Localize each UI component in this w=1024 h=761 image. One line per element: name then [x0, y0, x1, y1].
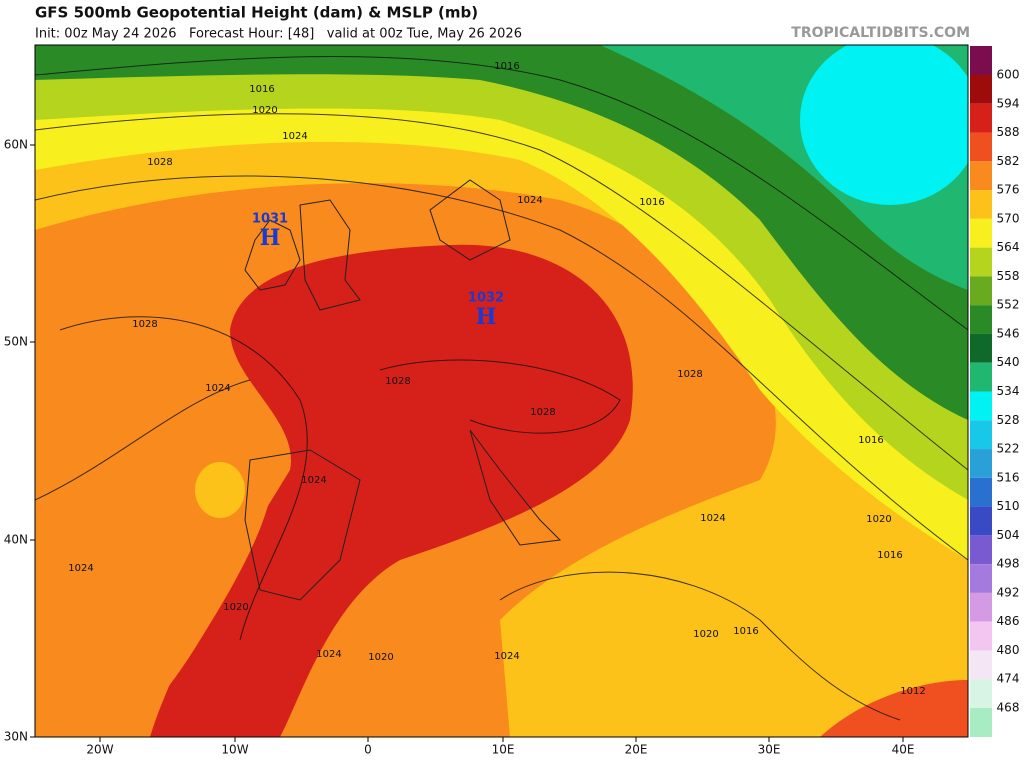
colorbar-swatch [970, 679, 992, 708]
lon-label: 20W [86, 743, 113, 757]
colorbar-label: 558 [997, 269, 1020, 283]
high-symbol: H [476, 304, 497, 330]
high-pressure: 1031 [252, 212, 288, 227]
colorbar-swatch [970, 333, 992, 363]
colorbar-label: 486 [997, 614, 1020, 628]
colorbar-swatch [970, 362, 992, 392]
colorbar-label: 528 [997, 413, 1020, 427]
contour-label: 1024 [68, 563, 93, 574]
colorbar-label: 492 [997, 585, 1020, 599]
lon-label: 10W [221, 743, 248, 757]
contour-label: 1020 [866, 514, 891, 525]
colorbar-swatch [970, 218, 992, 248]
credit: TROPICALTIDBITS.COM [791, 25, 970, 41]
contour-label: 1016 [733, 626, 758, 637]
lat-label: 60N [4, 138, 28, 152]
map-frame [34, 44, 969, 738]
colorbar-label: 498 [997, 557, 1020, 571]
colorbar-label: 504 [997, 528, 1020, 542]
contour-label: 1028 [677, 369, 702, 380]
colorbar-swatch [970, 506, 992, 536]
lat-label: 40N [4, 533, 28, 547]
colorbar-label: 516 [997, 470, 1020, 484]
colorbar-swatch [970, 391, 992, 421]
contour-label: 1012 [900, 686, 925, 697]
lon-label: 40E [892, 743, 915, 757]
colorbar-label: 564 [997, 240, 1020, 254]
contour-label: 1024 [301, 475, 326, 486]
contour-label: 1016 [639, 197, 664, 208]
contour-label: 1024 [316, 649, 341, 660]
contour-label: 1016 [858, 435, 883, 446]
contour-label: 1024 [282, 131, 307, 142]
colorbar-swatch [970, 132, 992, 162]
colorbar-label: 546 [997, 326, 1020, 340]
colorbar-swatch [970, 449, 992, 478]
contour-label: 1016 [494, 61, 519, 72]
lat-label: 30N [4, 730, 28, 744]
colorbar-swatch [970, 46, 992, 75]
colorbar-swatch [970, 103, 992, 133]
colorbar-swatch [970, 708, 992, 737]
colorbar-swatch [970, 75, 992, 104]
colorbar-swatch [970, 161, 992, 191]
colorbar-label: 582 [997, 154, 1020, 168]
colorbar-label: 576 [997, 183, 1020, 197]
colorbar-swatch [970, 650, 992, 680]
map-field [35, 45, 968, 737]
contour-label: 1024 [517, 195, 542, 206]
contour-label: 1020 [368, 652, 393, 663]
colorbar-swatch [970, 477, 992, 507]
contour-label: 1024 [494, 651, 519, 662]
colorbar-label: 540 [997, 355, 1020, 369]
contour-label: 1016 [877, 550, 902, 561]
contour-label: 1024 [700, 513, 725, 524]
colorbar-swatch [970, 535, 992, 565]
colorbar-swatch [970, 420, 992, 450]
colorbar-swatch [970, 564, 992, 593]
colorbar-label: 522 [997, 442, 1020, 456]
contour-label: 1028 [132, 319, 157, 330]
lon-label: 30E [758, 743, 781, 757]
contour-label: 1020 [252, 105, 277, 116]
colorbar-swatch [970, 190, 992, 219]
colorbar-label: 534 [997, 384, 1020, 398]
colorbar-label: 552 [997, 298, 1020, 312]
subtitle: Init: 00z May 24 2026 Forecast Hour: [48… [35, 27, 522, 42]
colorbar-swatch [970, 247, 992, 277]
colorbar-label: 468 [997, 701, 1020, 715]
title: GFS 500mb Geopotential Height (dam) & MS… [35, 4, 478, 22]
contour-label: 1028 [147, 157, 172, 168]
contour-label: 1020 [223, 602, 248, 613]
colorbar-swatch [970, 592, 992, 622]
contour-label: 1028 [385, 376, 410, 387]
colorbar-label: 588 [997, 125, 1020, 139]
colorbar-label: 510 [997, 499, 1020, 513]
colorbar-swatch [970, 621, 992, 651]
high-symbol: H [260, 225, 281, 251]
lat-label: 50N [4, 335, 28, 349]
contour-label: 1020 [693, 629, 718, 640]
colorbar-label: 480 [997, 643, 1020, 657]
high-pressure: 1032 [468, 291, 504, 306]
colorbar-label: 570 [997, 211, 1020, 225]
lon-label: 10E [492, 743, 515, 757]
contour-label: 1024 [205, 383, 230, 394]
lon-label: 0 [364, 743, 372, 757]
colorbar-swatch [970, 276, 992, 306]
colorbar-swatch [970, 305, 992, 334]
colorbar-label: 600 [997, 68, 1020, 82]
colorbar-label: 594 [997, 96, 1020, 110]
contour-label: 1028 [530, 407, 555, 418]
lon-label: 20E [625, 743, 648, 757]
colorbar-label: 474 [997, 672, 1020, 686]
contour-label: 1016 [249, 84, 274, 95]
